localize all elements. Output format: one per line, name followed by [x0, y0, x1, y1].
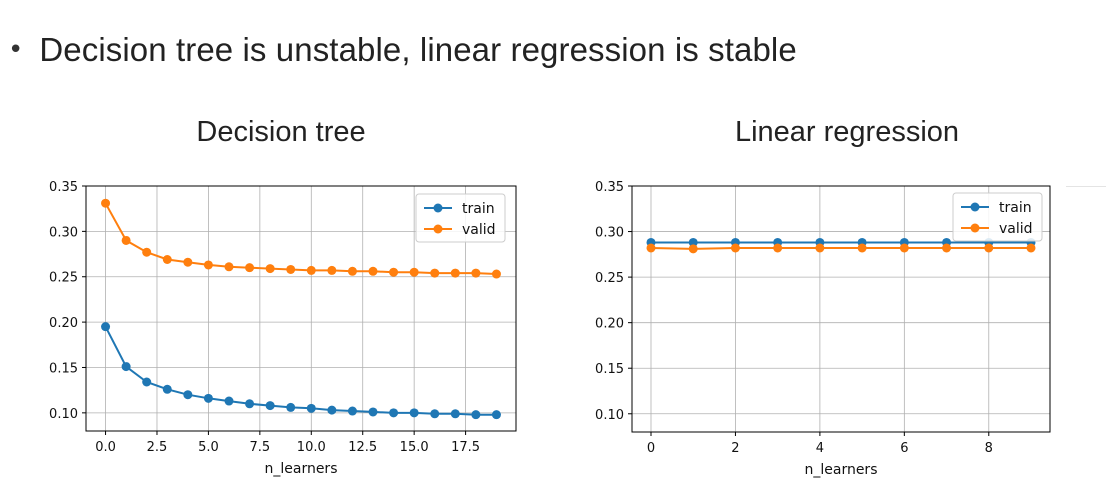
point-valid: [389, 267, 399, 277]
point-valid: [245, 263, 255, 273]
point-train: [142, 377, 152, 387]
x-tick-label: 6: [900, 441, 908, 456]
point-train: [430, 409, 440, 419]
legend-marker-valid: [433, 224, 443, 234]
y-tick-label: 0.10: [595, 408, 624, 423]
legend-label-train: train: [999, 200, 1032, 216]
point-train: [471, 410, 481, 420]
point-train: [265, 401, 275, 411]
x-tick-label: 2.5: [147, 440, 168, 455]
y-tick-label: 0.15: [49, 361, 78, 376]
legend-marker-valid: [970, 223, 980, 233]
point-valid: [815, 243, 825, 253]
point-train: [389, 408, 399, 418]
slide-bullet: • Decision tree is unstable, linear regr…: [8, 26, 797, 74]
point-valid: [327, 265, 337, 275]
point-valid: [286, 264, 296, 274]
point-valid: [1026, 243, 1036, 253]
point-valid: [899, 243, 909, 253]
point-train: [101, 322, 111, 332]
y-tick-label: 0.30: [49, 225, 78, 240]
legend-marker-train: [433, 203, 443, 213]
point-train: [306, 403, 316, 413]
point-valid: [942, 243, 952, 253]
point-valid: [857, 243, 867, 253]
x-tick-label: 15.0: [400, 440, 429, 455]
point-valid: [471, 268, 481, 278]
point-valid: [306, 265, 316, 275]
point-valid: [450, 268, 460, 278]
point-train: [450, 409, 460, 419]
legend-label-valid: valid: [999, 221, 1033, 237]
point-train: [286, 402, 296, 412]
point-valid: [224, 262, 234, 272]
x-tick-label: 7.5: [250, 440, 271, 455]
plot-frame: [85, 185, 517, 432]
point-train: [368, 407, 378, 417]
x-axis-label: n_learners: [804, 462, 877, 478]
x-tick-label: 2: [731, 441, 739, 456]
x-tick-label: 0: [647, 441, 655, 456]
point-train: [183, 390, 193, 400]
point-train: [409, 408, 419, 418]
x-tick-label: 17.5: [451, 440, 480, 455]
chart-title-linear-regression: Linear regression: [734, 116, 960, 148]
point-valid: [203, 260, 213, 270]
y-tick-label: 0.35: [595, 180, 624, 195]
y-tick-label: 0.35: [49, 180, 78, 195]
point-valid: [730, 243, 740, 253]
x-tick-label: 8: [985, 441, 993, 456]
point-train: [203, 393, 213, 403]
series-line-train: [104, 326, 497, 416]
point-valid: [646, 243, 656, 253]
legend-label-valid: valid: [462, 222, 496, 238]
chart-1: 0 2 4 6 8 0.10 0.15 0.20 0.25 0.30 0.35 n_learners t…: [595, 180, 1051, 478]
point-valid: [162, 255, 172, 264]
point-valid: [430, 268, 440, 278]
point-train: [162, 384, 172, 394]
point-train: [121, 362, 131, 372]
legend-label-train: train: [462, 201, 495, 217]
x-tick-label: 10.0: [297, 440, 326, 455]
x-tick-label: 5.0: [198, 440, 219, 455]
y-tick-label: 0.25: [595, 271, 624, 286]
point-train: [245, 399, 255, 409]
x-tick-label: 12.5: [348, 440, 377, 455]
bullet-dot: •: [8, 35, 24, 65]
point-valid: [688, 244, 698, 254]
point-train: [224, 396, 234, 406]
y-tick-label: 0.10: [49, 407, 78, 422]
x-tick-label: 4: [816, 441, 824, 456]
y-tick-label: 0.20: [595, 317, 624, 332]
point-train: [491, 410, 501, 420]
bullet-text: Decision tree is unstable, linear regres…: [39, 31, 797, 68]
point-train: [327, 405, 337, 415]
point-valid: [409, 267, 419, 277]
legend-marker-train: [970, 202, 980, 212]
point-valid: [265, 264, 275, 274]
y-tick-label: 0.20: [49, 316, 78, 331]
y-tick-label: 0.25: [49, 271, 78, 286]
x-tick-label: 0.0: [95, 440, 116, 455]
point-valid: [142, 247, 152, 257]
x-axis-label: n_learners: [264, 461, 337, 477]
point-train: [347, 406, 357, 416]
point-train: [688, 237, 698, 247]
point-valid: [347, 266, 357, 276]
plot-frame: [631, 185, 1051, 433]
point-valid: [368, 266, 378, 276]
divider: [1066, 186, 1106, 187]
point-valid: [491, 269, 501, 279]
point-valid: [101, 198, 111, 208]
series-line-valid: [650, 247, 1031, 250]
chart-0: 0.0 2.5 5.0 7.5 10.0 12.5 15.0 17.5 0.10 0.15 0.20…: [49, 180, 517, 477]
point-valid: [773, 243, 783, 253]
chart-title-decision-tree: Decision tree: [196, 116, 366, 148]
y-tick-label: 0.30: [595, 226, 624, 241]
point-valid: [984, 243, 994, 253]
y-tick-label: 0.15: [595, 362, 624, 377]
point-valid: [183, 257, 193, 267]
point-valid: [121, 235, 131, 245]
